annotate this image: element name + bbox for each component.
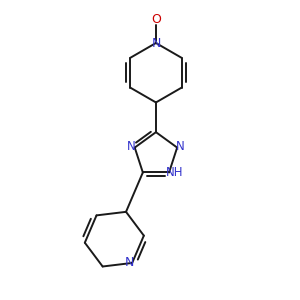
Text: N: N xyxy=(125,256,134,269)
Text: NH: NH xyxy=(166,166,183,179)
Text: N: N xyxy=(151,37,160,50)
Text: O: O xyxy=(151,13,161,26)
Text: N: N xyxy=(176,140,185,153)
Text: N: N xyxy=(127,140,136,153)
